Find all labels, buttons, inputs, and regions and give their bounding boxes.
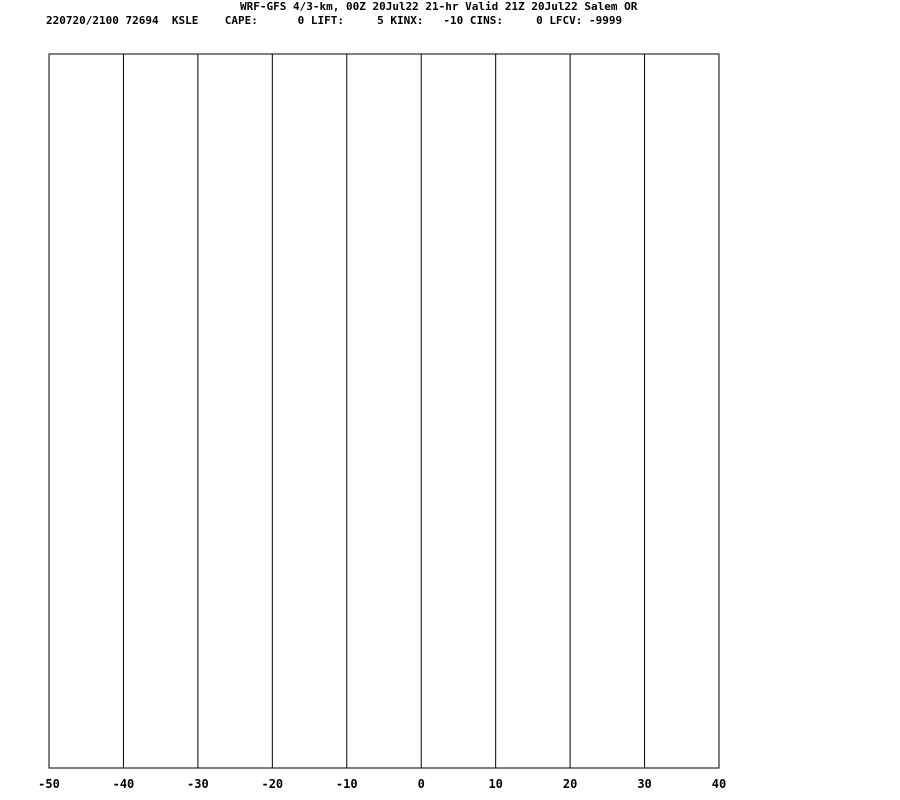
x-tick-label: -30 bbox=[187, 777, 209, 791]
x-tick-label: 40 bbox=[712, 777, 726, 791]
x-tick-label: -10 bbox=[336, 777, 358, 791]
station-indices: 220720/2100 72694 KSLE CAPE: 0 LIFT: 5 K… bbox=[46, 14, 623, 27]
x-tick-label: -40 bbox=[113, 777, 135, 791]
x-tick-label: -50 bbox=[38, 777, 60, 791]
x-tick-label: 0 bbox=[418, 777, 425, 791]
chart-title: WRF-GFS 4/3-km, 00Z 20Jul22 21-hr Valid … bbox=[240, 0, 638, 13]
x-tick-label: 20 bbox=[563, 777, 577, 791]
x-tick-label: 30 bbox=[637, 777, 651, 791]
x-tick-label: 10 bbox=[488, 777, 502, 791]
isotherm-isobar-grid bbox=[122, 54, 646, 768]
temperature-tick-labels: -50 -40 -30 -20 -10 0 10 20 30 40 bbox=[38, 777, 726, 791]
plot-frame bbox=[48, 53, 720, 769]
x-tick-label: -20 bbox=[261, 777, 283, 791]
